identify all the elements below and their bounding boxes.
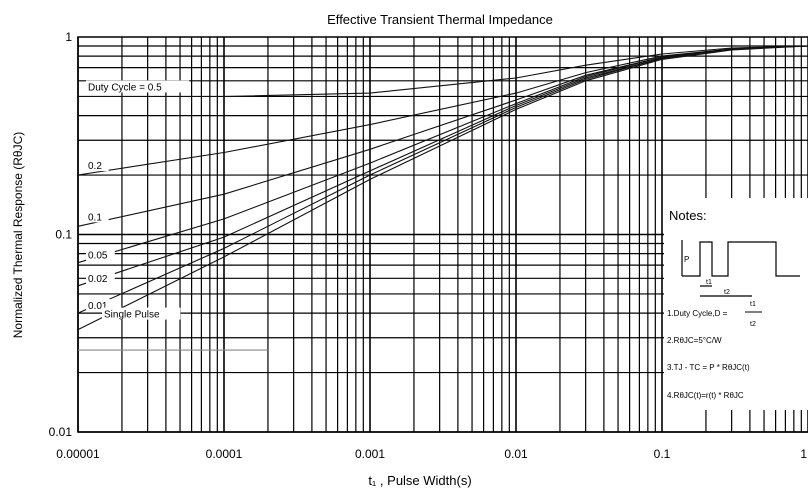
pulse-waveform-line [682, 241, 800, 277]
t1-label: t1 [706, 279, 712, 286]
series-label-background [86, 271, 115, 284]
notes-panel: Notes: P t1 t2 1.Duty Cycle,D = t1 t2 2.… [664, 198, 808, 410]
plot-frame [77, 36, 808, 433]
y-tick-labels: 0.01 0.1 1 [49, 30, 73, 439]
notes-heading: Notes: [669, 208, 707, 223]
series-label: 0.02 [88, 274, 108, 285]
y-tick-label: 1 [65, 30, 72, 44]
x-tick-label: 0.0001 [206, 447, 243, 461]
series-label-background [86, 248, 115, 261]
notes-line-2: 2.RθJC=5°C/W [667, 336, 722, 345]
series-label: Single Pulse [104, 310, 160, 321]
pulse-waveform [681, 240, 800, 297]
y-tick-label: 0.1 [55, 228, 72, 242]
duty-t2: t2 [750, 321, 756, 328]
notes-line-1: 1.Duty Cycle,D = [667, 309, 728, 318]
x-tick-label: 0.1 [654, 447, 671, 461]
series-label: 0.2 [88, 161, 102, 172]
series-label-background [86, 159, 109, 172]
series-group [77, 45, 808, 351]
x-axis-label: t₁ , Pulse Width(s) [368, 473, 471, 488]
x-tick-label: 0.001 [355, 447, 385, 461]
series-label: Duty Cycle = 0.5 [88, 82, 162, 93]
chart-title: Effective Transient Thermal Impedance [327, 12, 553, 27]
y-tick-label: 0.01 [49, 425, 73, 439]
notes-background [664, 198, 808, 410]
x-tick-label: 0.00001 [56, 447, 100, 461]
series-line-duty-cycle-0-5 [78, 45, 808, 98]
x-tick-labels: 0.00001 0.0001 0.001 0.01 0.1 1 [56, 447, 807, 461]
x-tick-label: 1 [800, 447, 807, 461]
series-label-background [102, 307, 181, 320]
notes-line-3: 3.TJ - TC = P * RθJC(t) [667, 363, 750, 372]
y-axis-label: Normalized Thermal Response (RθJC) [11, 132, 25, 339]
t2-label: t2 [724, 289, 730, 296]
x-tick-label: 0.01 [504, 447, 528, 461]
series-label: 0.1 [88, 212, 102, 223]
notes-line-4: 4.RθJC(t)=r(t) * RθJC [667, 391, 744, 400]
series-labels: Duty Cycle = 0.5 0.2 0.1 0.05 0.02 0.01Single… [86, 80, 190, 321]
series-label-background [86, 80, 190, 93]
series-line-single-pulse [77, 45, 808, 331]
series-line-0-2 [77, 45, 808, 176]
series-label: 0.01 [88, 301, 108, 312]
pulse-label: P [684, 255, 689, 264]
series-label: 0.05 [88, 251, 108, 262]
series-label-background [86, 210, 109, 223]
duty-t1: t1 [750, 301, 756, 308]
series-line-0-01 [77, 45, 808, 314]
